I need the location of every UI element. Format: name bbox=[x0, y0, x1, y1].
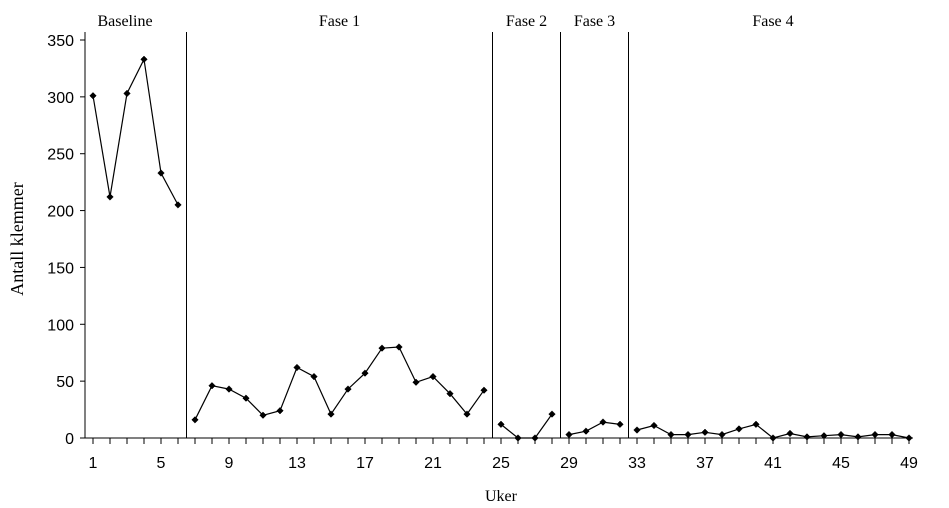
data-point-marker bbox=[463, 410, 471, 418]
data-point-marker bbox=[480, 386, 488, 394]
series-line bbox=[92, 57, 179, 206]
x-tick-label: 29 bbox=[560, 455, 578, 472]
data-point-marker bbox=[718, 430, 726, 439]
x-tick-label: 45 bbox=[832, 455, 850, 472]
x-tick-label: 25 bbox=[492, 455, 510, 472]
phase-label: Fase 2 bbox=[506, 13, 547, 30]
series-line bbox=[194, 346, 485, 421]
data-point-marker bbox=[140, 55, 148, 63]
data-point-marker bbox=[633, 426, 641, 434]
data-point-marker bbox=[242, 394, 250, 402]
data-point-marker bbox=[616, 420, 624, 429]
data-point-marker bbox=[378, 344, 386, 352]
y-tick-label: 100 bbox=[47, 317, 74, 334]
data-series bbox=[89, 55, 913, 442]
data-point-marker bbox=[905, 434, 913, 442]
x-tick-label: 41 bbox=[764, 455, 782, 472]
x-tick-label: 1 bbox=[89, 455, 98, 472]
data-point-marker bbox=[514, 434, 522, 442]
data-point-marker bbox=[361, 369, 369, 377]
axes: 0 50 100 150 200 250 300 350 1 5 9 13 17 21 25 29 33 37 41… bbox=[47, 32, 918, 472]
x-tick-label: 9 bbox=[225, 455, 234, 472]
data-point-marker bbox=[599, 418, 607, 426]
y-tick-label: 0 bbox=[65, 431, 74, 448]
x-tick-label: 33 bbox=[628, 455, 646, 472]
data-point-marker bbox=[871, 430, 879, 439]
y-tick-label: 250 bbox=[47, 147, 74, 164]
phase-label: Baseline bbox=[97, 13, 152, 30]
data-point-marker bbox=[344, 385, 352, 393]
phase-label: Fase 3 bbox=[574, 13, 615, 30]
series-line bbox=[568, 421, 621, 436]
data-point-marker bbox=[191, 416, 199, 424]
data-point-marker bbox=[276, 407, 284, 415]
data-point-marker bbox=[548, 410, 556, 418]
data-point-marker bbox=[446, 389, 454, 398]
data-point-marker bbox=[752, 420, 760, 429]
data-point-marker bbox=[327, 410, 335, 418]
data-point-marker bbox=[225, 385, 233, 393]
labels: Baseline Fase 1 Fase 2 Fase 3 Fase 4 Antall k… bbox=[7, 13, 794, 505]
data-point-marker bbox=[531, 434, 539, 442]
data-point-marker bbox=[310, 372, 318, 381]
y-tick-label: 300 bbox=[47, 90, 74, 107]
y-tick-label: 50 bbox=[56, 374, 74, 391]
data-point-marker bbox=[259, 411, 267, 419]
phase-dividers bbox=[186, 32, 629, 438]
data-point-marker bbox=[786, 429, 794, 438]
phase-label: Fase 1 bbox=[319, 13, 360, 30]
x-tick-label: 37 bbox=[696, 455, 714, 472]
data-point-marker bbox=[157, 169, 165, 177]
x-axis-title: Uker bbox=[485, 488, 518, 505]
data-point-marker bbox=[293, 363, 301, 372]
y-tick-label: 350 bbox=[47, 33, 74, 50]
data-point-marker bbox=[650, 421, 658, 430]
y-tick-label: 150 bbox=[47, 260, 74, 277]
data-point-marker bbox=[888, 430, 896, 439]
y-axis-title: Antall klemmer bbox=[7, 182, 27, 295]
data-point-marker bbox=[412, 378, 420, 386]
x-tick-label: 21 bbox=[424, 455, 442, 472]
x-tick-label: 17 bbox=[356, 455, 374, 472]
data-point-marker bbox=[429, 372, 437, 381]
data-point-marker bbox=[106, 193, 114, 201]
data-point-marker bbox=[803, 433, 811, 441]
data-point-marker bbox=[497, 420, 505, 429]
data-point-marker bbox=[123, 89, 131, 98]
data-point-marker bbox=[820, 432, 828, 440]
data-point-marker bbox=[735, 425, 743, 433]
data-point-marker bbox=[565, 430, 573, 439]
x-tick-label: 5 bbox=[157, 455, 166, 472]
data-point-marker bbox=[701, 428, 709, 436]
x-tick-label: 49 bbox=[900, 455, 918, 472]
phase-label: Fase 4 bbox=[752, 13, 793, 30]
data-point-marker bbox=[854, 433, 862, 441]
data-point-marker bbox=[582, 427, 590, 435]
data-point-marker bbox=[89, 92, 97, 100]
data-point-marker bbox=[837, 430, 845, 439]
data-point-marker bbox=[684, 430, 692, 439]
y-tick-label: 200 bbox=[47, 204, 74, 221]
data-point-marker bbox=[395, 343, 403, 351]
data-point-marker bbox=[208, 382, 216, 390]
data-point-marker bbox=[174, 201, 182, 209]
series-line bbox=[500, 413, 553, 439]
data-point-marker bbox=[769, 434, 777, 442]
x-tick-label: 13 bbox=[288, 455, 306, 472]
data-point-marker bbox=[667, 430, 675, 439]
